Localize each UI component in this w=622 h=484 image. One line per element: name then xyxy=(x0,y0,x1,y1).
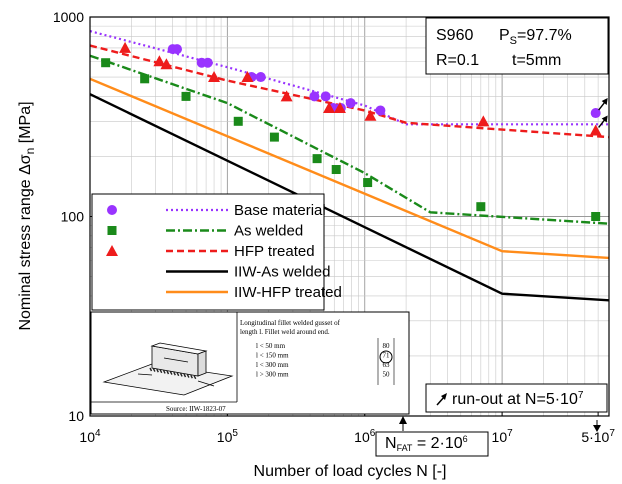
weld-tick xyxy=(186,374,190,378)
runout-note: run-out at N=5·107 xyxy=(425,383,608,413)
marker-triangle xyxy=(589,124,602,136)
x-axis-label: Number of load cycles N [-] xyxy=(254,463,447,480)
weld-tick xyxy=(152,368,156,372)
inset-condition: l > 300 mm xyxy=(256,371,289,379)
y-tick-label: 1000 xyxy=(53,9,84,25)
data-markers xyxy=(101,41,602,221)
marker-triangle xyxy=(477,115,490,127)
data-series xyxy=(90,30,609,302)
x-tick-label: 105 xyxy=(217,428,239,445)
weld-tick xyxy=(183,373,187,378)
weld-tick xyxy=(169,371,173,375)
runout-note-text: run-out at N=5·107 xyxy=(452,390,584,408)
info-box: S960 PS=97.7% R=0.1 t=5mm xyxy=(425,17,609,75)
runout-arrowhead xyxy=(601,98,608,106)
x-tick-label: 106 xyxy=(354,428,376,445)
x-tick-label: 104 xyxy=(79,428,101,445)
inset-fat-table: l < 50 mm 80 l < 150 mm 71 l < 300 mm 63 l > 3… xyxy=(256,342,390,379)
marker-square xyxy=(363,178,373,188)
legend-label: Base material xyxy=(234,202,326,219)
weld-bead xyxy=(149,367,197,380)
inset-fat-value: 80 xyxy=(383,342,391,350)
marker-circle xyxy=(375,105,386,116)
nfat-text: NFAT = 2·106 xyxy=(385,434,468,453)
ps-label: PS=97.7% xyxy=(499,27,572,47)
marker-circle xyxy=(590,108,601,119)
marker-triangle xyxy=(364,109,377,121)
marker-triangle xyxy=(153,55,166,67)
x-tick-label: 5·107 xyxy=(581,428,615,445)
marker-circle xyxy=(202,57,213,68)
weld-tick xyxy=(166,370,170,375)
marker-circle xyxy=(107,205,117,215)
inset-fat-value: 71 xyxy=(383,352,391,360)
x-tick-label: 107 xyxy=(492,428,514,445)
inset-desc-2: length l. Fillet weld around end. xyxy=(240,328,330,336)
weld-tick xyxy=(156,368,159,373)
legend-label: HFP treated xyxy=(234,243,315,260)
marker-circle xyxy=(345,98,356,109)
inset-condition: l < 150 mm xyxy=(256,352,289,360)
t-label: t=5mm xyxy=(512,52,561,69)
y-tick-label: 100 xyxy=(61,209,85,225)
marker-circle xyxy=(255,72,266,83)
legend-label: IIW-As welded xyxy=(234,264,330,281)
marker-triangle xyxy=(119,41,132,53)
marker-square xyxy=(107,226,117,235)
marker-triangle xyxy=(208,71,221,83)
marker-circle xyxy=(320,91,331,102)
marker-circle xyxy=(172,44,183,55)
marker-square xyxy=(140,74,150,84)
x-5e7-marker xyxy=(593,420,601,432)
legend-label: As welded xyxy=(234,223,303,240)
gusset-drawing xyxy=(102,342,234,396)
marker-square xyxy=(269,132,279,142)
inset-source: Source: IIW-1823-07 xyxy=(166,405,226,413)
series-line xyxy=(90,44,609,139)
inset-detail: Source: IIW-1823-07 Longitudinal fillet … xyxy=(90,311,410,415)
weld-tick xyxy=(193,375,197,380)
inset-fat-value: 50 xyxy=(383,371,391,379)
marker-triangle xyxy=(333,101,346,113)
y-axis-label: Nominal stress range Δσn [MPa] xyxy=(17,101,37,330)
fat-71-circle xyxy=(379,350,393,364)
axis-ticks: 104 105 106 107 5·107 10 100 1000 xyxy=(53,9,616,445)
series-line xyxy=(90,93,609,302)
marker-square xyxy=(312,154,322,164)
inset-condition: l < 50 mm xyxy=(256,342,286,350)
marker-square xyxy=(591,212,601,221)
nfat-annotation: NFAT = 2·106 xyxy=(375,416,489,457)
marker-triangle xyxy=(323,101,336,113)
marker-triangle xyxy=(241,71,254,83)
marker-square xyxy=(233,116,243,126)
weld-tick xyxy=(176,372,180,377)
marker-triangle xyxy=(106,245,118,256)
inset-desc-1: Longitudinal fillet welded gusset of xyxy=(240,319,341,327)
legend: Base material As welded HFP treated IIW-As … xyxy=(91,193,342,311)
marker-square xyxy=(101,58,111,68)
inset-fat-value: 63 xyxy=(383,361,391,369)
marker-square xyxy=(331,165,341,175)
weld-tick xyxy=(173,371,176,376)
series-line xyxy=(90,77,609,260)
runout-arrowhead xyxy=(601,115,608,123)
marker-triangle xyxy=(280,90,293,102)
marker-square xyxy=(476,202,486,212)
weld-tick xyxy=(159,369,163,374)
inset-condition: l < 300 mm xyxy=(256,361,289,369)
y-tick-label: 10 xyxy=(68,408,84,424)
material-label: S960 xyxy=(436,27,473,44)
weld-tick xyxy=(179,373,183,377)
runout-arrows xyxy=(598,98,608,128)
marker-circle xyxy=(309,91,320,102)
weld-tick xyxy=(190,374,193,379)
r-label: R=0.1 xyxy=(436,52,479,69)
weld-tick xyxy=(162,370,166,374)
marker-triangle xyxy=(160,58,173,70)
marker-square xyxy=(181,91,191,101)
legend-label: IIW-HFP treated xyxy=(234,284,342,301)
weld-tick xyxy=(149,367,153,372)
